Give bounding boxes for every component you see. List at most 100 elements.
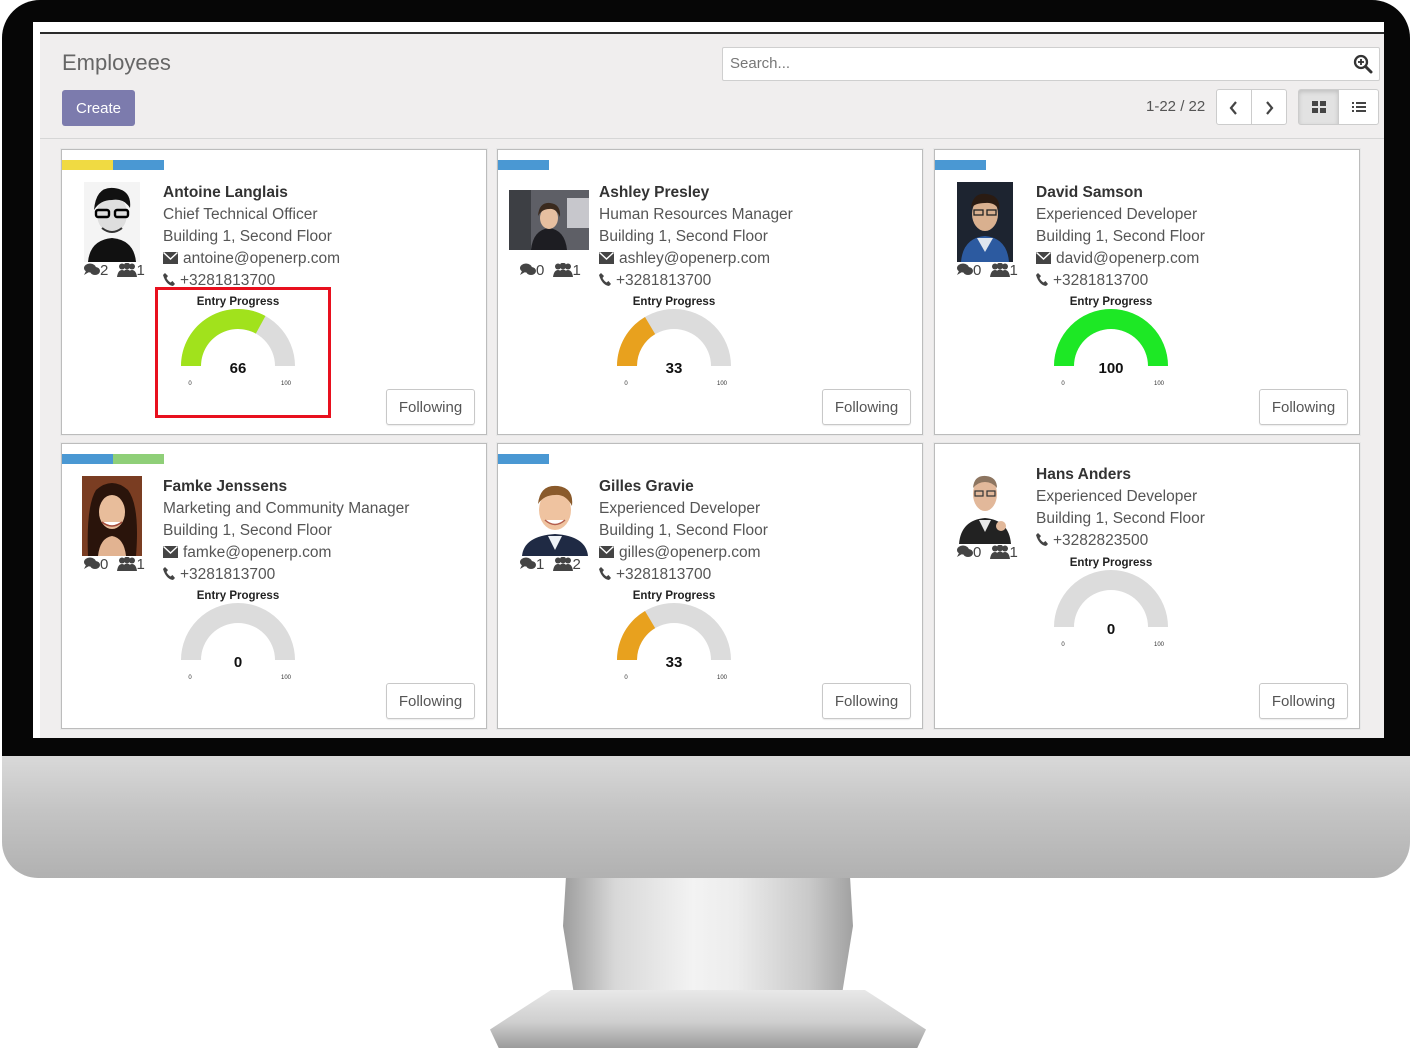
gauge-max-label: 100 (281, 381, 292, 387)
following-button[interactable]: Following (822, 683, 911, 719)
employee-job: Experienced Developer (599, 500, 761, 517)
gauge-max-label: 100 (717, 381, 728, 387)
employee-job: Human Resources Manager (599, 206, 793, 223)
comments-icon (957, 263, 973, 275)
monitor-stand-neck (563, 878, 853, 998)
tag-bar (113, 160, 164, 170)
followers-icon (116, 262, 137, 277)
employee-photo[interactable] (82, 476, 142, 556)
employee-email-row: famke@openerp.com (163, 542, 409, 564)
monitor-screen: Employees Create 1-22 / 22 (33, 22, 1384, 738)
employee-name[interactable]: David Samson (1036, 184, 1143, 201)
follower-count: 1 (136, 556, 145, 573)
employee-email[interactable]: antoine@openerp.com (183, 250, 341, 267)
following-button[interactable]: Following (386, 683, 475, 719)
followers-icon (989, 544, 1010, 559)
employee-card[interactable]: 2 1 Antoine Langlais Chief Technical Off… (61, 149, 487, 435)
entry-progress-gauge: Entry Progress 33 0 100 (598, 296, 750, 406)
chevron-right-icon (1266, 101, 1274, 115)
message-count: 1 (536, 556, 545, 573)
following-button[interactable]: Following (822, 389, 911, 425)
gauge-title: Entry Progress (196, 590, 280, 602)
employee-card[interactable]: 0 1 Famke Jenssens Marketing and Communi… (61, 443, 487, 729)
employee-phone: +3282823500 (1053, 532, 1149, 549)
pager-value[interactable]: 1-22 / 22 (1146, 98, 1206, 115)
activity-counts: 0 1 (957, 544, 1018, 561)
following-button[interactable]: Following (386, 389, 475, 425)
employee-email[interactable]: david@openerp.com (1056, 250, 1200, 267)
employee-name[interactable]: Antoine Langlais (163, 184, 288, 201)
gauge-track (181, 603, 295, 660)
employee-name[interactable]: Gilles Gravie (599, 478, 694, 495)
kanban-view-button[interactable] (1298, 89, 1339, 125)
employee-name[interactable]: Hans Anders (1036, 466, 1132, 483)
gauge-title: Entry Progress (1069, 296, 1153, 308)
tag-bar (935, 160, 986, 170)
message-count: 0 (973, 262, 982, 279)
message-count: 0 (536, 262, 545, 279)
search-icon[interactable] (1353, 54, 1373, 74)
activity-counts: 2 1 (84, 262, 145, 279)
list-view-button[interactable] (1338, 89, 1379, 125)
employee-photo[interactable] (957, 464, 1013, 544)
employee-phone-row: +3281813700 (599, 270, 793, 292)
followers-icon (116, 556, 137, 571)
employee-name[interactable]: Ashley Presley (599, 184, 710, 201)
pager-next-button[interactable] (1251, 89, 1287, 125)
control-panel: Employees Create 1-22 / 22 (40, 34, 1384, 139)
gauge-fill (1054, 309, 1168, 366)
employee-email-row: antoine@openerp.com (163, 248, 340, 270)
follower-count: 2 (572, 556, 581, 573)
employee-photo[interactable] (957, 182, 1013, 262)
phone-icon (163, 567, 175, 580)
monitor-chin (2, 756, 1410, 878)
employee-card[interactable]: 0 1 Hans Anders Experienced Developer Bu… (934, 443, 1360, 729)
phone-icon (599, 273, 611, 286)
following-button[interactable]: Following (1259, 683, 1348, 719)
employee-phone: +3281813700 (180, 272, 276, 289)
followers-icon (552, 262, 573, 277)
employee-email[interactable]: famke@openerp.com (183, 544, 332, 561)
employee-photo[interactable] (84, 182, 140, 262)
gauge-min-label: 0 (188, 381, 192, 387)
employee-info: David Samson Experienced Developer Build… (1036, 182, 1205, 292)
employee-info: Ashley Presley Human Resources Manager B… (599, 182, 793, 292)
comments-icon (84, 557, 100, 569)
employee-card[interactable]: 0 1 Ashley Presley Human Resources Manag… (497, 149, 923, 435)
employee-photo[interactable] (520, 476, 590, 556)
create-button[interactable]: Create (62, 90, 135, 126)
employee-location: Building 1, Second Floor (163, 522, 332, 539)
gauge-min-label: 0 (1061, 381, 1065, 387)
employee-job: Experienced Developer (1036, 488, 1198, 505)
employee-phone: +3281813700 (180, 566, 276, 583)
tag-bars (498, 160, 549, 170)
employee-job: Marketing and Community Manager (163, 500, 410, 517)
gauge-value: 0 (1107, 621, 1115, 638)
comments-icon (520, 557, 536, 569)
highlight-box (155, 287, 331, 418)
employee-email[interactable]: gilles@openerp.com (619, 544, 761, 561)
chevron-left-icon (1229, 101, 1237, 115)
search-box (722, 47, 1380, 81)
employee-location: Building 1, Second Floor (163, 228, 332, 245)
gauge-min-label: 0 (624, 675, 628, 681)
employee-name[interactable]: Famke Jenssens (163, 478, 288, 495)
employee-info: Famke Jenssens Marketing and Community M… (163, 476, 409, 586)
employee-email[interactable]: ashley@openerp.com (619, 250, 771, 267)
activity-counts: 0 1 (520, 262, 581, 279)
search-input[interactable] (723, 48, 1337, 78)
employee-card[interactable]: 0 1 David Samson Experienced Developer B… (934, 149, 1360, 435)
following-button[interactable]: Following (1259, 389, 1348, 425)
employee-photo[interactable] (509, 190, 589, 250)
gauge-value: 0 (234, 654, 242, 671)
gauge-value: 66 (230, 360, 247, 377)
gauge-fill (181, 309, 266, 366)
gauge-max-label: 100 (717, 675, 728, 681)
pager-previous-button[interactable] (1216, 89, 1252, 125)
employee-phone: +3281813700 (1053, 272, 1149, 289)
gauge-title: Entry Progress (632, 590, 716, 602)
gauge-min-label: 0 (188, 675, 192, 681)
employee-card[interactable]: 1 2 Gilles Gravie Experienced Developer … (497, 443, 923, 729)
tag-bars (62, 160, 164, 170)
employee-email-row: david@openerp.com (1036, 248, 1205, 270)
